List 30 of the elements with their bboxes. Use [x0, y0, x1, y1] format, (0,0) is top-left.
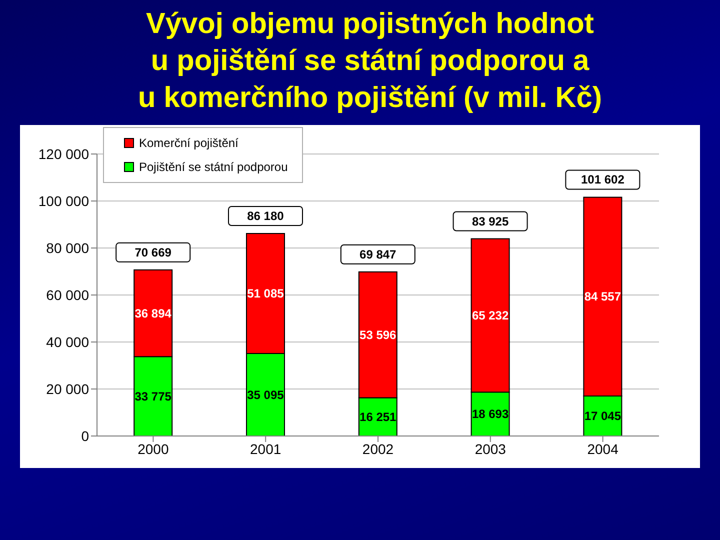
total-label: 69 847 [360, 247, 397, 262]
x-tick-label: 2001 [250, 440, 282, 457]
y-tick-label: 20 000 [46, 380, 90, 397]
data-label: 35 095 [247, 388, 284, 402]
data-label: 16 251 [360, 410, 397, 424]
x-tick-label: 2002 [362, 440, 394, 457]
y-tick-label: 60 000 [46, 286, 90, 303]
legend-label: Komerční pojištění [139, 136, 238, 150]
y-tick-label: 80 000 [46, 240, 90, 256]
total-label: 101 602 [580, 172, 625, 187]
legend-label: Pojištění se státní podporou [139, 160, 288, 174]
total-label: 70 669 [134, 245, 172, 260]
x-tick-label: 2003 [474, 440, 506, 457]
data-label: 33 775 [134, 389, 172, 404]
y-tick-label: 100 000 [38, 192, 90, 209]
y-tick-label: 0 [81, 428, 90, 444]
data-label: 65 232 [472, 308, 509, 322]
chart-title: Vývoj objemu pojistných hodnot u pojištění se státní podporou a u komerčního pojištění (v mil. Kč) [136, 7, 604, 116]
data-label: 36 894 [134, 306, 172, 320]
total-label: 83 925 [472, 214, 509, 228]
data-label: 84 557 [584, 290, 622, 304]
data-label: 53 596 [360, 328, 397, 342]
data-label: 18 693 [472, 407, 509, 422]
y-tick-label: 120 000 [38, 146, 90, 162]
x-tick-label: 2000 [138, 440, 169, 457]
total-label: 86 180 [247, 208, 284, 223]
x-tick-label: 2004 [587, 440, 619, 457]
data-label: 51 085 [247, 286, 284, 300]
data-label: 17 045 [584, 408, 622, 423]
y-tick-label: 40 000 [46, 334, 90, 350]
